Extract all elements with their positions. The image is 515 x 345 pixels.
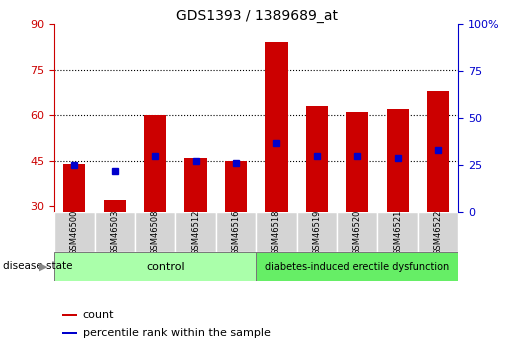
Bar	[95, 212, 135, 252]
Bar	[104, 200, 126, 212]
Bar	[418, 212, 458, 252]
Text: GSM46518: GSM46518	[272, 209, 281, 255]
Bar	[387, 109, 409, 212]
Bar	[337, 212, 377, 252]
Bar	[63, 164, 85, 212]
Bar	[297, 212, 337, 252]
Text: disease state: disease state	[3, 262, 72, 271]
Text: GDS1393 / 1389689_at: GDS1393 / 1389689_at	[177, 9, 338, 23]
Text: ▶: ▶	[39, 262, 48, 271]
Bar	[256, 212, 297, 252]
Bar	[135, 212, 175, 252]
Bar	[216, 212, 256, 252]
Text: diabetes-induced erectile dysfunction: diabetes-induced erectile dysfunction	[265, 262, 450, 272]
Bar	[62, 314, 77, 316]
Text: GSM46503: GSM46503	[110, 209, 119, 255]
Bar	[175, 212, 216, 252]
Text: control: control	[146, 262, 184, 272]
Bar	[144, 115, 166, 212]
Text: count: count	[83, 310, 114, 319]
Bar	[184, 158, 207, 212]
Text: GSM46522: GSM46522	[434, 209, 442, 255]
Text: GSM46508: GSM46508	[151, 209, 160, 255]
Text: GSM46516: GSM46516	[232, 209, 241, 255]
Text: GSM46512: GSM46512	[191, 209, 200, 255]
Bar	[306, 106, 328, 212]
Bar	[265, 42, 287, 212]
Bar	[256, 252, 458, 281]
Bar	[62, 332, 77, 334]
Text: percentile rank within the sample: percentile rank within the sample	[83, 328, 271, 337]
Bar	[54, 252, 256, 281]
Text: GSM46521: GSM46521	[393, 209, 402, 255]
Text: GSM46519: GSM46519	[313, 209, 321, 255]
Bar	[346, 112, 368, 212]
Bar	[54, 212, 95, 252]
Text: GSM46520: GSM46520	[353, 209, 362, 255]
Bar	[427, 91, 449, 212]
Text: GSM46500: GSM46500	[70, 209, 79, 255]
Bar	[225, 161, 247, 212]
Bar	[377, 212, 418, 252]
